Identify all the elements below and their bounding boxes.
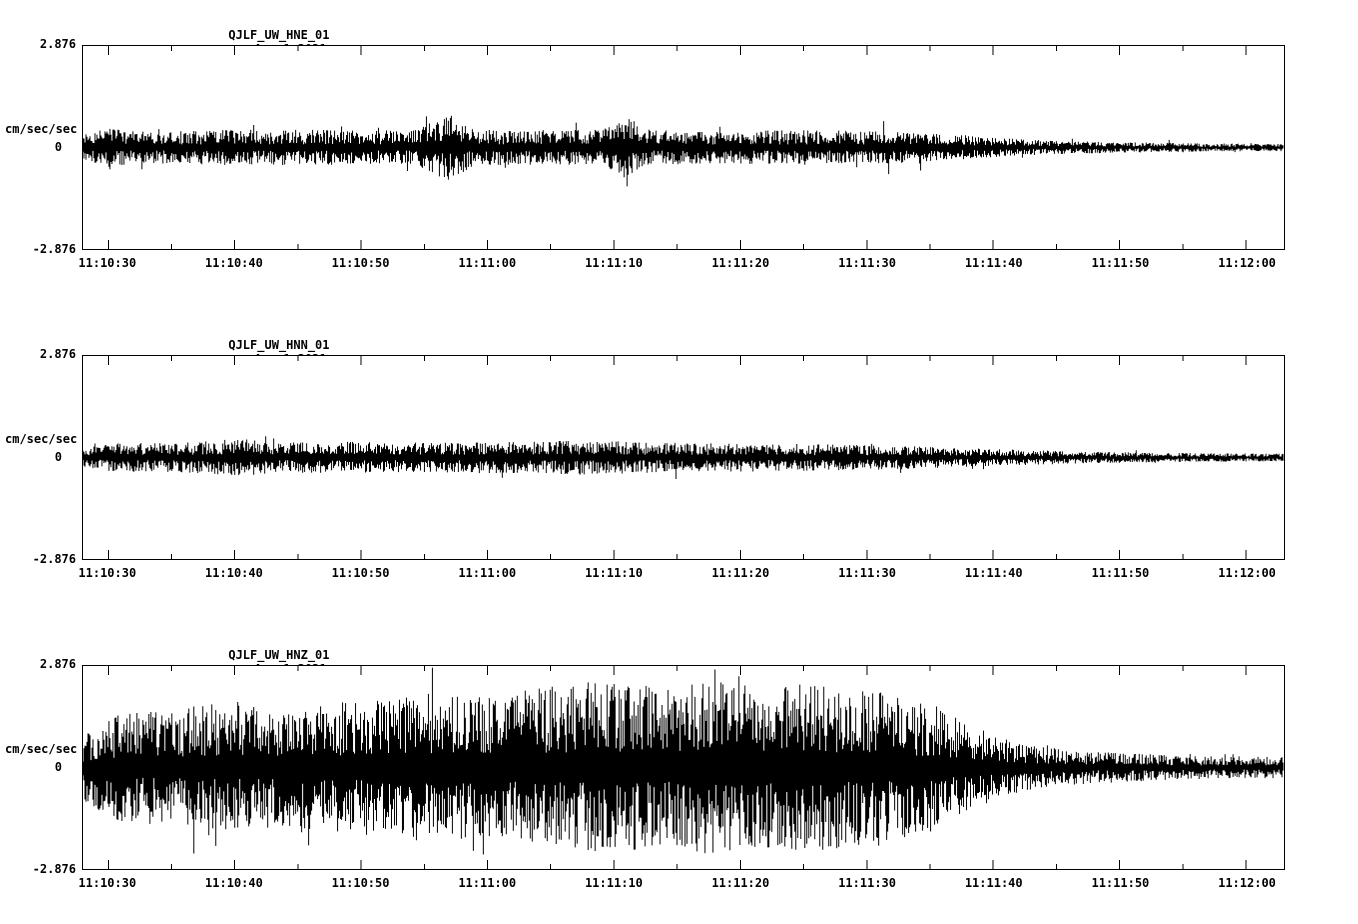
time-tick-label: 11:10:40 (205, 566, 263, 580)
time-tick-label: 11:11:30 (838, 256, 896, 270)
y-axis-min-label: -2.876 (32, 552, 76, 566)
y-axis-max-label: 2.876 (39, 37, 76, 51)
plot-area (82, 355, 1285, 560)
plot-area (82, 45, 1285, 250)
seismogram-panel: QJLF_UW_HNZ_01 Apr 1,2021 2.876 cm/sec/s… (0, 620, 1358, 920)
seismogram-panel: QJLF_UW_HNE_01 Apr 1,2021 2.876 cm/sec/s… (0, 0, 1358, 300)
time-tick-label: 11:10:50 (331, 566, 390, 580)
time-axis-labels: 11:10:30 11:10:40 11:10:50 11:11:00 11:11:10… (0, 256, 1358, 272)
time-tick-label: 11:11:20 (711, 876, 770, 890)
time-axis-labels: 11:10:30 11:10:40 11:10:50 11:11:00 11:11:10… (0, 566, 1358, 582)
time-tick-label: 11:11:40 (964, 876, 1023, 890)
waveform-trace (83, 46, 1284, 249)
station-label: QJLF_UW_HNE_01 (228, 28, 330, 42)
time-tick-label: 11:11:00 (458, 566, 517, 580)
time-tick-label: 11:11:50 (1091, 876, 1150, 890)
y-axis-zero-label: 0 (54, 450, 62, 464)
y-axis-max-label: 2.876 (39, 657, 76, 671)
axis-tick-marks (83, 46, 1247, 249)
time-tick-label: 11:12:00 (1218, 876, 1276, 890)
time-tick-label: 11:11:40 (964, 566, 1023, 580)
axis-tick-marks (83, 356, 1247, 559)
seismic-trace-path (83, 115, 1284, 187)
waveform-trace (83, 356, 1284, 559)
seismogram-panel: QJLF_UW_HNN_01 Apr 1,2021 2.876 cm/sec/s… (0, 310, 1358, 610)
time-tick-label: 11:11:10 (584, 876, 643, 890)
time-tick-label: 11:10:50 (331, 876, 390, 890)
time-tick-label: 11:11:30 (838, 566, 896, 580)
time-tick-label: 11:10:30 (78, 876, 137, 890)
time-tick-label: 11:11:50 (1091, 566, 1150, 580)
time-tick-label: 11:11:20 (711, 256, 770, 270)
waveform-trace (83, 666, 1284, 869)
time-tick-label: 11:11:00 (458, 876, 517, 890)
time-tick-label: 11:11:10 (584, 566, 643, 580)
y-axis-unit-label: cm/sec/sec (5, 432, 78, 446)
axis-tick-marks (83, 666, 1247, 869)
seismic-trace-path (83, 436, 1284, 479)
time-tick-label: 11:11:20 (711, 566, 770, 580)
y-axis-unit-label: cm/sec/sec (5, 742, 78, 756)
time-tick-label: 11:11:00 (458, 256, 517, 270)
time-tick-label: 11:10:50 (331, 256, 390, 270)
time-tick-label: 11:10:40 (205, 876, 263, 890)
time-tick-label: 11:10:30 (78, 256, 137, 270)
y-axis-min-label: -2.876 (32, 242, 76, 256)
time-tick-label: 11:12:00 (1218, 566, 1276, 580)
y-axis-zero-label: 0 (54, 140, 62, 154)
station-label: QJLF_UW_HNN_01 (228, 338, 330, 352)
time-tick-label: 11:11:50 (1091, 256, 1150, 270)
y-axis-min-label: -2.876 (32, 862, 76, 876)
seismic-trace-path (83, 667, 1284, 855)
time-tick-label: 11:10:30 (78, 566, 137, 580)
time-tick-label: 11:10:40 (205, 256, 263, 270)
y-axis-zero-label: 0 (54, 760, 62, 774)
plot-area (82, 665, 1285, 870)
time-axis-labels: 11:10:30 11:10:40 11:10:50 11:11:00 11:11:10… (0, 876, 1358, 892)
time-tick-label: 11:11:10 (584, 256, 643, 270)
time-tick-label: 11:11:40 (964, 256, 1023, 270)
y-axis-unit-label: cm/sec/sec (5, 122, 78, 136)
y-axis-max-label: 2.876 (39, 347, 76, 361)
time-tick-label: 11:12:00 (1218, 256, 1276, 270)
time-tick-label: 11:11:30 (838, 876, 896, 890)
station-label: QJLF_UW_HNZ_01 (228, 648, 330, 662)
